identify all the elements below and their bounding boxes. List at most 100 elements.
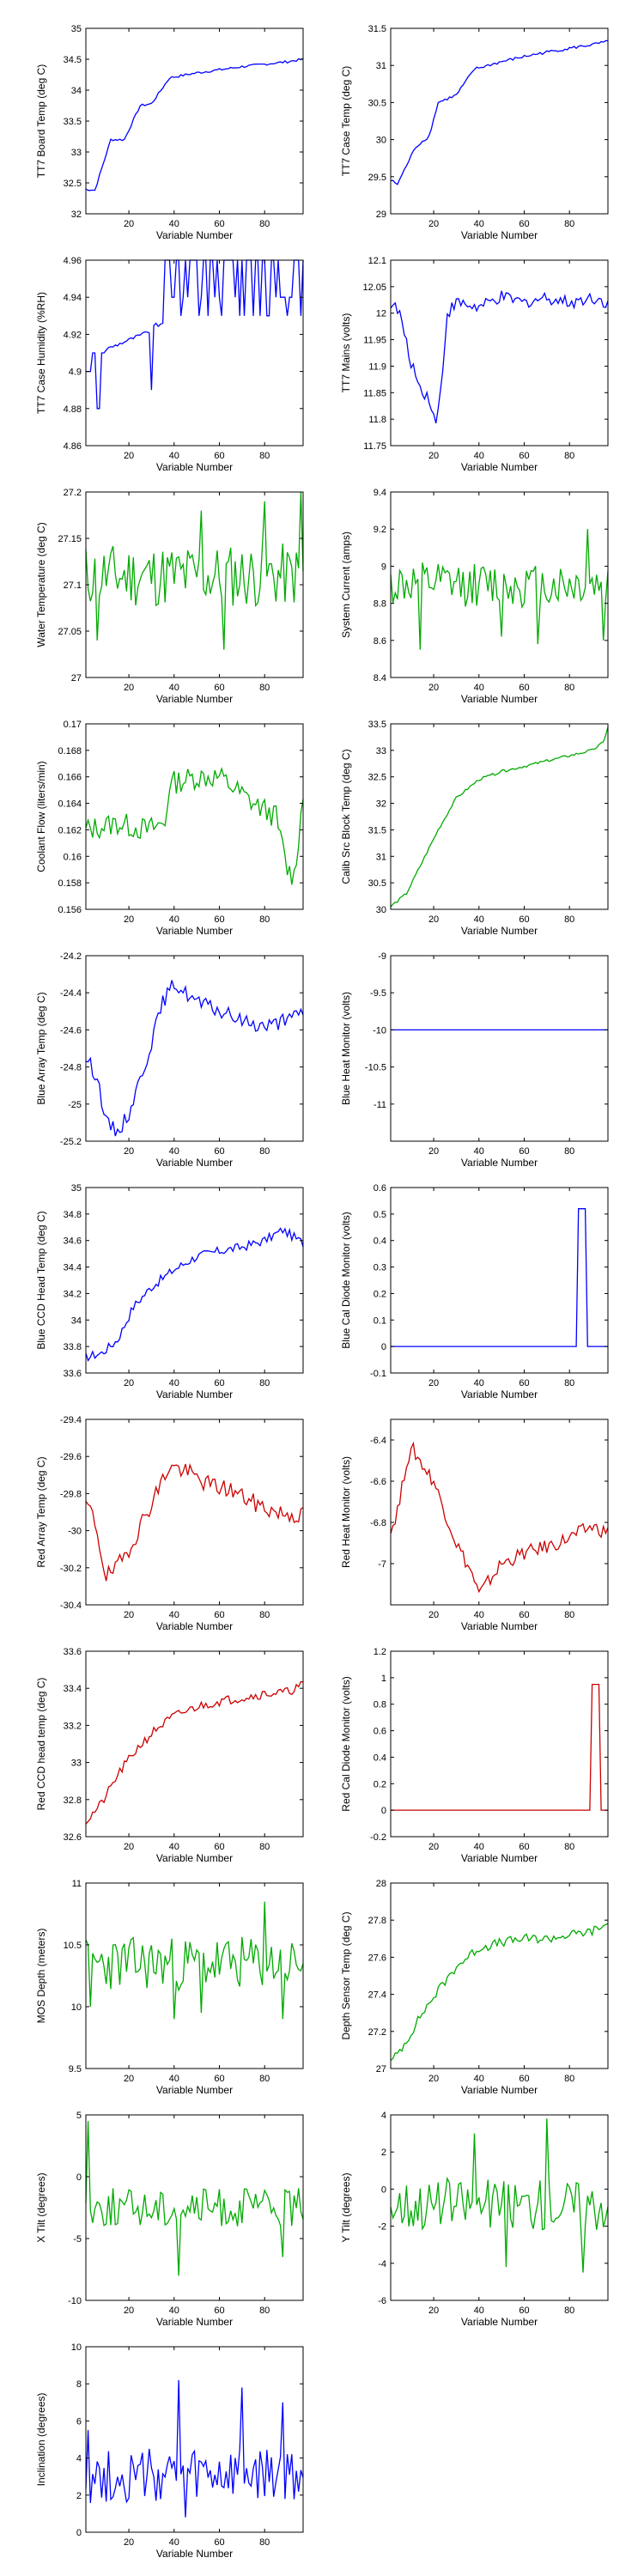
x-tick-label: 60: [214, 2537, 224, 2548]
y-tick-label: -11: [374, 1100, 386, 1110]
series-line: [85, 2121, 304, 2276]
x-tick-label: 40: [474, 1842, 484, 1852]
y-tick-label: 30: [376, 136, 386, 146]
y-tick-label: 32: [376, 799, 386, 810]
chart-panel: -25.2 -25 -24.8 -24.6 -24.4 -24.2 20 40 60 80 Vari…: [35, 951, 304, 1169]
y-tick-label: 27.4: [368, 1990, 386, 2001]
y-tick-label: 35: [71, 24, 82, 34]
y-tick-label: 30.5: [368, 98, 386, 108]
y-tick-label: 27.2: [64, 488, 82, 498]
y-axis-label: Coolant Flow (liters/min): [35, 761, 47, 872]
y-tick-label: 0.2: [374, 1779, 386, 1789]
x-tick-label: 20: [428, 1378, 439, 1388]
y-tick-label: -6.8: [370, 1518, 386, 1528]
y-tick-label: 28: [376, 1879, 386, 1889]
x-tick-label: 60: [214, 1610, 224, 1620]
y-axis-label: TT7 Board Temp (deg C): [35, 64, 47, 179]
plot-frame: [390, 491, 609, 678]
y-axis-label: Blue Cal Diode Monitor (volts): [340, 1212, 352, 1348]
y-tick-label: 33.4: [64, 1684, 82, 1694]
x-axis-label: Variable Number: [461, 461, 538, 473]
plot-frame: [390, 955, 609, 1142]
y-tick-label: 8.8: [374, 599, 386, 610]
y-tick-label: 0.3: [374, 1263, 386, 1273]
x-tick-label: 60: [519, 451, 529, 461]
chart-panel: 27 27.2 27.4 27.6 27.8 28 20 40 60 80 Variable Num…: [340, 1879, 609, 2096]
series-line: [390, 726, 609, 908]
y-tick-label: 4.96: [64, 256, 82, 266]
y-tick-label: 9.4: [374, 488, 386, 498]
x-tick-label: 40: [169, 2074, 179, 2084]
chart-panel: -0.1 0 0.1 0.2 0.3 0.4 0.5 0.6 20 40 60 80 Variable …: [340, 1183, 609, 1400]
x-tick-label: 60: [519, 1146, 529, 1157]
y-axis-label: Inclination (degrees): [35, 2393, 47, 2487]
x-tick-label: 20: [428, 451, 439, 461]
plot-frame: [85, 955, 304, 1142]
y-axis-label: System Current (amps): [340, 532, 352, 638]
y-tick-label: -9: [378, 951, 386, 962]
series-line: [391, 1208, 608, 1347]
y-tick-label: -25.2: [60, 1137, 82, 1147]
x-tick-label: 20: [124, 1842, 134, 1852]
x-tick-label: 60: [214, 914, 224, 925]
series-line: [390, 1441, 609, 1594]
x-tick-label: 20: [428, 1842, 439, 1852]
x-tick-label: 40: [474, 451, 484, 461]
chart-panel: 0.156 0.158 0.16 0.162 0.164 0.166 0.168 0.17 20…: [35, 720, 304, 937]
x-tick-label: 80: [564, 914, 574, 925]
y-tick-label: 34.4: [64, 1263, 82, 1273]
y-tick-label: 0.156: [58, 905, 82, 915]
x-tick-label: 20: [124, 219, 134, 229]
y-tick-label: 32.5: [368, 773, 386, 783]
series-line: [85, 980, 304, 1137]
y-tick-label: 11.9: [368, 361, 386, 372]
x-tick-label: 80: [564, 2074, 574, 2084]
y-tick-label: 10: [71, 2002, 82, 2013]
y-tick-label: -10.5: [365, 1063, 386, 1073]
y-axis-label: Red Array Temp (deg C): [35, 1456, 47, 1567]
y-tick-label: 0.2: [374, 1289, 386, 1299]
y-tick-label: 0.6: [374, 1183, 386, 1194]
chart-panel: 9.5 10 10.5 11 20 40 60 80 Variable Number MOS De…: [35, 1879, 304, 2096]
x-tick-label: 80: [259, 2306, 270, 2316]
plot-frame: [85, 2346, 304, 2533]
y-axis-label: Blue CCD Head Temp (deg C): [35, 1211, 47, 1349]
x-tick-label: 60: [519, 1378, 529, 1388]
y-tick-label: 34.5: [64, 55, 82, 65]
series-line: [390, 1923, 609, 2062]
chart-panel: -6 -4 -2 0 2 4 20 40 60 80 Variable Number Y Tilt (…: [340, 2111, 609, 2328]
x-tick-label: 20: [124, 2074, 134, 2084]
y-tick-label: 34: [71, 86, 82, 96]
y-axis-label: Red Cal Diode Monitor (volts): [340, 1676, 352, 1811]
y-tick-label: 11.95: [363, 336, 386, 346]
x-tick-label: 60: [519, 2306, 529, 2316]
x-axis-label: Variable Number: [156, 2548, 233, 2560]
x-tick-label: 80: [259, 1146, 270, 1157]
x-tick-label: 40: [474, 1610, 484, 1620]
series-line: [85, 1227, 304, 1363]
x-tick-label: 80: [564, 683, 574, 693]
y-tick-label: -24.8: [60, 1063, 82, 1073]
y-tick-label: 4: [381, 2111, 386, 2121]
y-axis-label: Blue Heat Monitor (volts): [340, 992, 352, 1105]
y-tick-label: -29.4: [60, 1415, 82, 1425]
y-tick-label: 8.4: [374, 673, 386, 683]
series-line: [85, 2379, 304, 2518]
plot-frame: [85, 1650, 304, 1838]
y-tick-label: 29.5: [368, 173, 386, 183]
x-tick-label: 20: [124, 1378, 134, 1388]
x-tick-label: 20: [428, 2074, 439, 2084]
x-tick-label: 40: [169, 1378, 179, 1388]
y-tick-label: 32: [71, 210, 82, 220]
y-tick-label: 11.75: [363, 441, 386, 452]
y-tick-label: 4.92: [64, 330, 82, 340]
plot-frame: [85, 27, 304, 215]
x-tick-label: 80: [564, 1842, 574, 1852]
x-tick-label: 40: [169, 219, 179, 229]
chart-panel: 11.75 11.8 11.85 11.9 11.95 12 12.05 12.1 20 40 60…: [340, 256, 609, 473]
plot-frame: [390, 259, 609, 447]
y-tick-label: 34.8: [64, 1210, 82, 1220]
y-tick-label: 33.6: [64, 1647, 82, 1657]
chart-panel: 4.86 4.88 4.9 4.92 4.94 4.96 20 40 60 80 Variable …: [35, 256, 304, 473]
y-tick-label: -24.2: [60, 951, 82, 962]
